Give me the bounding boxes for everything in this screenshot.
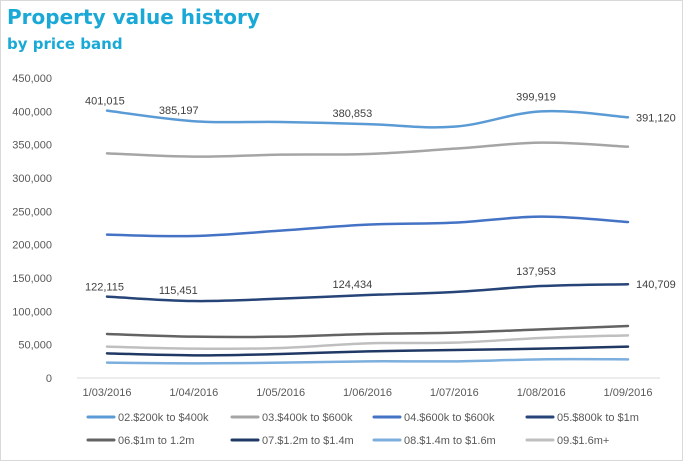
data-label: 140,709 bbox=[636, 279, 676, 291]
x-tick-label: 1/08/2016 bbox=[517, 387, 566, 399]
data-label: 380,853 bbox=[333, 108, 373, 120]
legend-item: 03.$400k to $600k bbox=[230, 412, 353, 424]
legend-label: 02.$200k to $400k bbox=[118, 412, 209, 424]
legend-item: 04.$600k to $600k bbox=[372, 412, 495, 424]
data-label: 385,197 bbox=[159, 105, 199, 117]
x-tick-label: 1/05/2016 bbox=[256, 387, 305, 399]
series-line bbox=[105, 324, 630, 339]
series-line bbox=[105, 109, 630, 129]
data-label: 399,919 bbox=[516, 91, 556, 103]
x-tick-label: 1/03/2016 bbox=[83, 387, 132, 399]
legend-item: 06.$1m to 1.2m bbox=[86, 435, 194, 447]
y-tick-label: 50,000 bbox=[18, 340, 52, 352]
legend-item: 02.$200k to $400k bbox=[86, 412, 209, 424]
legend-label: 07.$1.2m to $1.4m bbox=[262, 435, 354, 447]
series-line bbox=[105, 215, 630, 238]
series-line bbox=[105, 334, 630, 351]
x-tick-label: 1/06/2016 bbox=[343, 387, 392, 399]
y-tick-label: 450,000 bbox=[12, 73, 52, 85]
legend-label: 06.$1m to 1.2m bbox=[118, 435, 194, 447]
legend-label: 09.$1.6m+ bbox=[557, 435, 609, 447]
x-tick-label: 1/09/2016 bbox=[604, 387, 653, 399]
series-line bbox=[105, 141, 630, 158]
y-axis: 0 50,000 100,000 150,000 200,000 250,000 300,0… bbox=[12, 73, 52, 385]
x-axis: 1/03/2016 1/04/2016 1/05/2016 1/06/2016 1/07… bbox=[77, 377, 660, 399]
legend-label: 08.$1.4m to $1.6m bbox=[404, 435, 496, 447]
data-labels: 401,015 385,197 380,853 399,919 391,120 122,1… bbox=[85, 91, 676, 297]
legend-item: 09.$1.6m+ bbox=[525, 435, 609, 447]
legend: 02.$200k to $400k 03.$400k to $600k 04.$60… bbox=[86, 412, 639, 447]
legend-item: 07.$1.2m to $1.4m bbox=[230, 435, 354, 447]
y-tick-label: 150,000 bbox=[12, 273, 52, 285]
series-lines bbox=[105, 109, 630, 365]
x-tick-label: 1/07/2016 bbox=[430, 387, 479, 399]
legend-label: 05.$800k to $1m bbox=[557, 412, 639, 424]
y-tick-label: 400,000 bbox=[12, 106, 52, 118]
y-tick-label: 300,000 bbox=[12, 173, 52, 185]
y-tick-label: 250,000 bbox=[12, 206, 52, 218]
data-label: 122,115 bbox=[85, 282, 124, 294]
series-line bbox=[105, 282, 630, 303]
data-label: 115,451 bbox=[159, 285, 198, 297]
data-label: 137,953 bbox=[516, 266, 556, 278]
y-tick-label: 100,000 bbox=[12, 306, 52, 318]
legend-item: 08.$1.4m to $1.6m bbox=[372, 435, 496, 447]
data-label: 401,015 bbox=[85, 96, 125, 108]
data-label: 391,120 bbox=[636, 112, 676, 124]
data-label: 124,434 bbox=[333, 279, 373, 291]
chart-title: Property value history bbox=[7, 5, 260, 29]
y-tick-label: 350,000 bbox=[12, 140, 52, 152]
chart-subtitle: by price band bbox=[7, 35, 123, 53]
legend-label: 04.$600k to $600k bbox=[404, 412, 495, 424]
series-line bbox=[105, 345, 630, 357]
legend-label: 03.$400k to $600k bbox=[262, 412, 353, 424]
series-line bbox=[105, 357, 630, 365]
x-tick-label: 1/04/2016 bbox=[169, 387, 218, 399]
y-tick-label: 200,000 bbox=[12, 240, 52, 252]
legend-item: 05.$800k to $1m bbox=[525, 412, 639, 424]
y-tick-label: 0 bbox=[46, 373, 52, 385]
